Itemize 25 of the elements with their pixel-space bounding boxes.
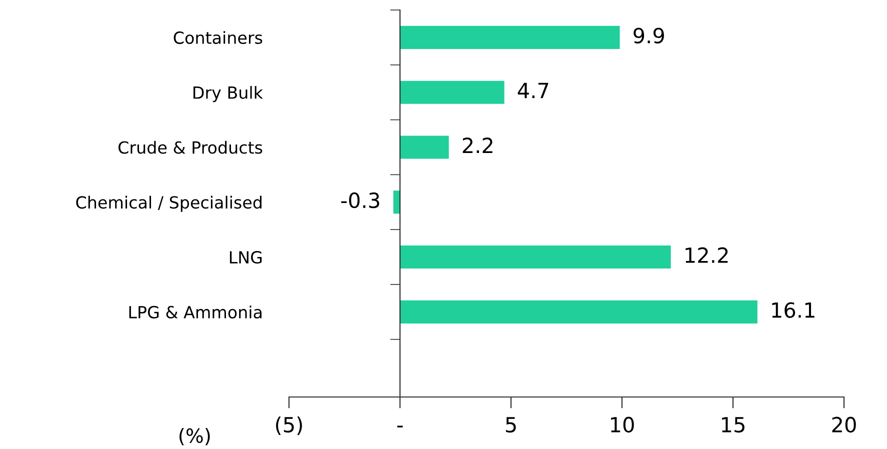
x-tick-label: 10 — [611, 416, 634, 433]
bar — [400, 26, 620, 49]
x-tick-label: (5) — [276, 416, 302, 436]
x-tick-label: - — [397, 426, 403, 428]
y-tick-label: LPG & Ammonia — [129, 306, 262, 318]
x-tick-label: 15 — [722, 417, 744, 433]
x-tick-label: 5 — [506, 417, 516, 433]
data-label: 2.2 — [462, 138, 492, 153]
data-label: 9.9 — [634, 28, 664, 44]
y-tick-label: Dry Bulk — [194, 86, 263, 102]
bar — [400, 136, 449, 159]
bar — [393, 190, 400, 214]
y-tick-label: Chemical / Specialised — [76, 196, 262, 212]
data-label: 12.2 — [686, 247, 728, 263]
y-tick-label: Containers — [174, 31, 262, 44]
data-label: 16.1 — [772, 302, 814, 318]
x-axis-title: (%) — [179, 428, 210, 446]
data-label: 4.7 — [518, 82, 548, 98]
bar — [400, 245, 671, 269]
y-tick-label: LNG — [230, 250, 262, 264]
data-label: -0.3 — [341, 192, 380, 208]
bar — [400, 80, 504, 104]
bar — [400, 300, 758, 324]
x-tick-label: 20 — [832, 416, 856, 433]
y-tick-label: Crude & Products — [118, 140, 262, 154]
